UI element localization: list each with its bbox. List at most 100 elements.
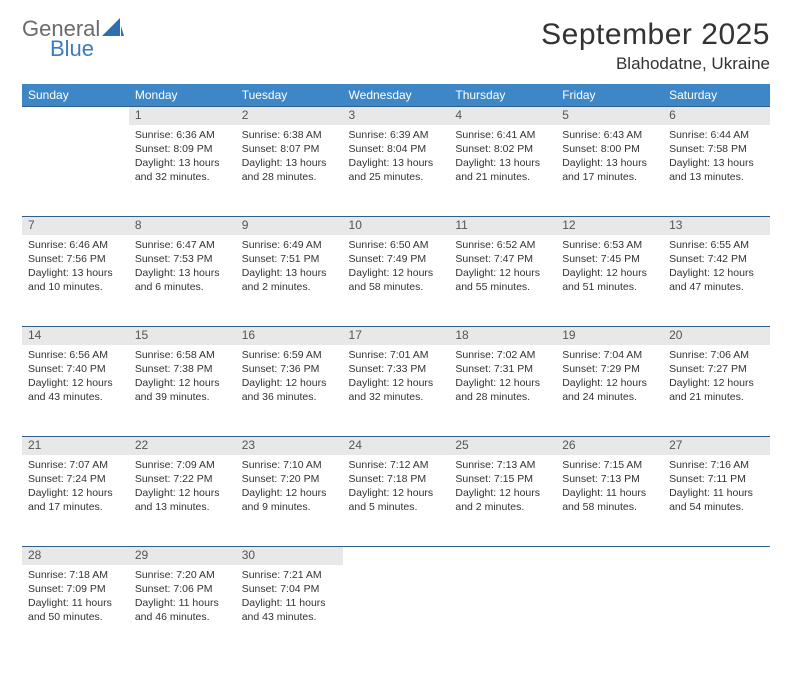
day-number-cell: 13: [663, 217, 770, 235]
sunrise-text: Sunrise: 6:47 AM: [135, 238, 230, 252]
daylight-text: Daylight: 11 hours: [28, 596, 123, 610]
day-header: Wednesday: [343, 84, 450, 107]
daylight-text: Daylight: 12 hours: [669, 266, 764, 280]
day-cell: Sunrise: 7:12 AMSunset: 7:18 PMDaylight:…: [343, 455, 450, 547]
day-cell: Sunrise: 7:10 AMSunset: 7:20 PMDaylight:…: [236, 455, 343, 547]
daylight-text: Daylight: 12 hours: [135, 486, 230, 500]
daylight-text: Daylight: 13 hours: [455, 156, 550, 170]
daylight-text: Daylight: 13 hours: [242, 156, 337, 170]
day-cell: [556, 565, 663, 657]
daylight-text: Daylight: 12 hours: [562, 376, 657, 390]
day-number-cell: 27: [663, 437, 770, 455]
daylight-text: and 28 minutes.: [455, 390, 550, 404]
sunrise-text: Sunrise: 7:01 AM: [349, 348, 444, 362]
day-cell: [449, 565, 556, 657]
day-header-row: Sunday Monday Tuesday Wednesday Thursday…: [22, 84, 770, 107]
sunrise-text: Sunrise: 6:56 AM: [28, 348, 123, 362]
logo-sail-icon: [102, 18, 124, 36]
daylight-text: Daylight: 12 hours: [242, 486, 337, 500]
daylight-text: Daylight: 12 hours: [28, 376, 123, 390]
daylight-text: Daylight: 13 hours: [242, 266, 337, 280]
day-cell: Sunrise: 6:59 AMSunset: 7:36 PMDaylight:…: [236, 345, 343, 437]
daylight-text: and 9 minutes.: [242, 500, 337, 514]
day-number-cell: 25: [449, 437, 556, 455]
sunset-text: Sunset: 7:40 PM: [28, 362, 123, 376]
day-content-row: Sunrise: 7:07 AMSunset: 7:24 PMDaylight:…: [22, 455, 770, 547]
daylight-text: and 32 minutes.: [135, 170, 230, 184]
day-cell: Sunrise: 6:38 AMSunset: 8:07 PMDaylight:…: [236, 125, 343, 217]
daylight-text: and 5 minutes.: [349, 500, 444, 514]
daylight-text: Daylight: 12 hours: [455, 376, 550, 390]
day-number-cell: 12: [556, 217, 663, 235]
daylight-text: and 32 minutes.: [349, 390, 444, 404]
day-content-row: Sunrise: 6:56 AMSunset: 7:40 PMDaylight:…: [22, 345, 770, 437]
calendar-body: 123456Sunrise: 6:36 AMSunset: 8:09 PMDay…: [22, 107, 770, 657]
sunset-text: Sunset: 7:38 PM: [135, 362, 230, 376]
daylight-text: and 21 minutes.: [669, 390, 764, 404]
daylight-text: and 36 minutes.: [242, 390, 337, 404]
daylight-text: Daylight: 11 hours: [669, 486, 764, 500]
day-number-cell: 8: [129, 217, 236, 235]
day-number-cell: [449, 547, 556, 565]
day-header: Saturday: [663, 84, 770, 107]
daylight-text: and 58 minutes.: [562, 500, 657, 514]
daylight-text: Daylight: 11 hours: [562, 486, 657, 500]
sunrise-text: Sunrise: 6:58 AM: [135, 348, 230, 362]
daylight-text: and 51 minutes.: [562, 280, 657, 294]
sunset-text: Sunset: 7:58 PM: [669, 142, 764, 156]
daylight-text: and 13 minutes.: [669, 170, 764, 184]
sunset-text: Sunset: 7:31 PM: [455, 362, 550, 376]
sunset-text: Sunset: 7:06 PM: [135, 582, 230, 596]
sunrise-text: Sunrise: 6:39 AM: [349, 128, 444, 142]
day-number-cell: 29: [129, 547, 236, 565]
day-cell: Sunrise: 7:20 AMSunset: 7:06 PMDaylight:…: [129, 565, 236, 657]
day-number-cell: 11: [449, 217, 556, 235]
sunset-text: Sunset: 7:22 PM: [135, 472, 230, 486]
sunrise-text: Sunrise: 6:43 AM: [562, 128, 657, 142]
sunset-text: Sunset: 7:15 PM: [455, 472, 550, 486]
calendar-table: Sunday Monday Tuesday Wednesday Thursday…: [22, 84, 770, 657]
daylight-text: Daylight: 12 hours: [455, 266, 550, 280]
sunrise-text: Sunrise: 7:02 AM: [455, 348, 550, 362]
sunrise-text: Sunrise: 7:04 AM: [562, 348, 657, 362]
day-cell: Sunrise: 7:04 AMSunset: 7:29 PMDaylight:…: [556, 345, 663, 437]
day-cell: [663, 565, 770, 657]
day-cell: Sunrise: 6:55 AMSunset: 7:42 PMDaylight:…: [663, 235, 770, 327]
sunset-text: Sunset: 7:11 PM: [669, 472, 764, 486]
day-number-cell: 4: [449, 107, 556, 125]
location-label: Blahodatne, Ukraine: [541, 54, 770, 74]
daylight-text: and 24 minutes.: [562, 390, 657, 404]
daylight-text: Daylight: 13 hours: [28, 266, 123, 280]
sunset-text: Sunset: 8:00 PM: [562, 142, 657, 156]
title-block: September 2025 Blahodatne, Ukraine: [541, 18, 770, 74]
sunset-text: Sunset: 7:04 PM: [242, 582, 337, 596]
daylight-text: Daylight: 13 hours: [135, 156, 230, 170]
day-cell: Sunrise: 7:15 AMSunset: 7:13 PMDaylight:…: [556, 455, 663, 547]
sunrise-text: Sunrise: 7:06 AM: [669, 348, 764, 362]
day-header: Tuesday: [236, 84, 343, 107]
daylight-text: and 25 minutes.: [349, 170, 444, 184]
sunrise-text: Sunrise: 7:07 AM: [28, 458, 123, 472]
daylight-text: and 55 minutes.: [455, 280, 550, 294]
sunset-text: Sunset: 7:33 PM: [349, 362, 444, 376]
sunrise-text: Sunrise: 7:09 AM: [135, 458, 230, 472]
day-content-row: Sunrise: 6:36 AMSunset: 8:09 PMDaylight:…: [22, 125, 770, 217]
day-cell: Sunrise: 7:02 AMSunset: 7:31 PMDaylight:…: [449, 345, 556, 437]
day-header: Friday: [556, 84, 663, 107]
day-number-cell: 10: [343, 217, 450, 235]
day-number-row: 14151617181920: [22, 327, 770, 345]
logo-word-blue: Blue: [50, 38, 124, 60]
day-cell: Sunrise: 6:46 AMSunset: 7:56 PMDaylight:…: [22, 235, 129, 327]
logo-text: General Blue: [22, 18, 124, 60]
month-title: September 2025: [541, 18, 770, 52]
sunset-text: Sunset: 7:20 PM: [242, 472, 337, 486]
sunrise-text: Sunrise: 6:49 AM: [242, 238, 337, 252]
day-cell: Sunrise: 6:47 AMSunset: 7:53 PMDaylight:…: [129, 235, 236, 327]
daylight-text: and 17 minutes.: [28, 500, 123, 514]
daylight-text: and 39 minutes.: [135, 390, 230, 404]
calendar-page: General Blue September 2025 Blahodatne, …: [0, 0, 792, 675]
day-number-cell: 14: [22, 327, 129, 345]
day-number-cell: 30: [236, 547, 343, 565]
day-number-cell: 23: [236, 437, 343, 455]
sunrise-text: Sunrise: 7:20 AM: [135, 568, 230, 582]
